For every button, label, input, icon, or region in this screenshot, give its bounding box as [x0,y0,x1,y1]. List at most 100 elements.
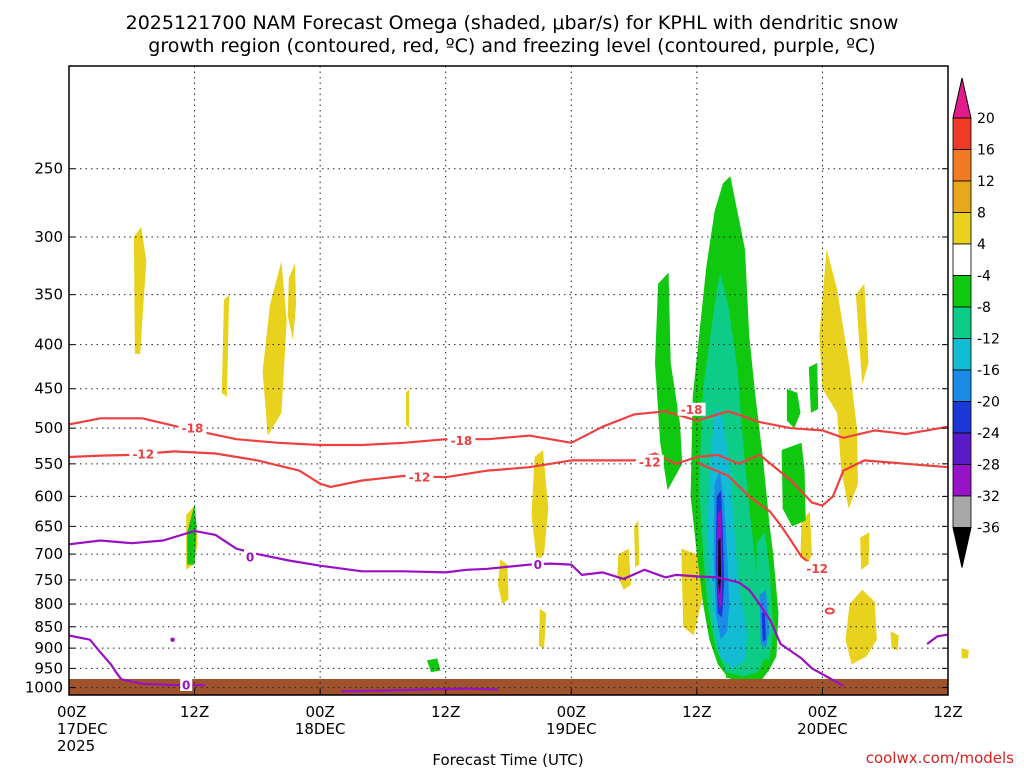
x-tick-label: 18DEC [295,720,346,738]
omega-positive-area [498,559,509,605]
colorbar-bin [952,243,972,276]
colorbar-bin [952,212,972,245]
omega-positive-area [961,648,969,659]
x-axis-label: Forecast Time (UTC) [432,751,583,768]
omega-positive-area [855,283,869,385]
colorbar-bin [952,180,972,213]
x-tick-label: 12Z [180,703,209,721]
colorbar-label: 8 [977,206,986,222]
omega-negative-area [761,611,766,642]
contour-label-bg [178,421,207,435]
omega-positive-area [890,631,899,651]
colorbar-bin [952,401,972,434]
contour-labels: -18 -18 -18 -12 -12 -12 -12 0 0 0 [129,402,832,692]
omega-positive-area [262,261,287,436]
contour-line [68,634,206,687]
colorbar-bin [952,275,972,308]
terrain-surface [69,679,948,695]
y-tick-label: 400 [34,336,63,354]
omega-negative-area [187,503,197,565]
y-tick-label: 550 [34,455,63,473]
omega-positive-area [681,548,704,636]
omega-positive-area [221,294,230,397]
x-tick-label: 17DEC [57,720,108,738]
y-tick-label: 850 [34,618,63,636]
omega-negative-area [786,388,801,429]
omega-negative-area [426,658,441,673]
y-tick-label: 750 [34,571,63,589]
colorbar-bin [952,306,972,339]
x-tick-label: 12Z [682,703,711,721]
y-tick-label: 300 [34,228,63,246]
x-tick-label: 20DEC [797,720,848,738]
x-tick-label: 00Z [808,703,837,721]
omega-field [133,176,969,682]
plot-frame [68,65,949,696]
colorbar-label: -32 [977,489,1000,505]
x-tick-label: 00Z [57,703,86,721]
omega-positive-area [531,450,549,562]
contour-line [824,607,835,615]
omega-positive-area [287,263,297,340]
colorbar-label: 12 [977,174,995,190]
colorbar-label: -12 [977,332,1000,348]
colorbar-top-cap [952,77,972,119]
contour-label: -12 [806,562,828,576]
x-tick-label: 12Z [933,703,962,721]
contour-label-bg [129,447,158,461]
omega-positive-area [819,249,858,509]
colorbar-bin [952,464,972,497]
contour-lines [68,410,949,693]
contour-label-bg [180,677,193,691]
x-tick-label: 19DEC [546,720,597,738]
omega-positive-area [617,548,631,590]
colorbar-label: -24 [977,426,1000,442]
colorbar-label: -20 [977,395,1000,411]
y-tick-label: 700 [34,545,63,563]
contour-label-bg [244,549,257,563]
contour-label: -18 [451,434,473,448]
chart-title-line1: 2025121700 NAM Forecast Omega (shaded, μ… [126,12,899,34]
credit-text: coolwx.com/models [866,749,1014,767]
colorbar-bottom-cap [952,527,972,568]
axes: 250 300 350 400 450 500 550 600 650 700 750 800 850 9… [25,160,963,755]
y-tick-label: 250 [34,160,63,178]
y-tick-label: 500 [34,419,63,437]
contour-label: 0 [182,678,190,692]
colorbar-label: 4 [977,237,986,253]
contour-line [170,637,175,642]
y-tick-label: 950 [34,659,63,677]
contour-line [696,461,813,566]
x-tick-label: 00Z [557,703,586,721]
omega-positive-area [406,388,410,429]
y-tick-label: 650 [34,517,63,535]
contour-label-bg [803,561,832,575]
y-tick-label: 600 [34,487,63,505]
omega-positive-area [800,511,812,565]
contour-line [68,529,844,687]
colorbar-label: -8 [977,300,991,316]
contour-label-bg [405,470,434,484]
contour-line [68,450,949,507]
colorbar-label: -16 [977,363,1000,379]
colorbar: 20 16 12 8 4 -4 -8 -12 -16 -20 -24 -28 -32 -36 [952,77,1000,568]
contour-label-bg [635,454,664,468]
contour-label: -12 [132,448,154,462]
x-tick-label: 12Z [431,703,460,721]
contour-label-bg [677,402,706,416]
omega-positive-area [634,520,640,568]
contour-label: -12 [409,471,431,485]
colorbar-bin [952,495,972,528]
y-tick-label: 1000 [25,679,63,697]
chart-title-line2: growth region (contoured, red, ºC) and f… [148,35,875,57]
colorbar-label: 20 [977,111,995,127]
x-tick-label: 2025 [57,737,95,755]
y-tick-label: 800 [34,595,63,613]
contour-label: -18 [182,422,204,436]
y-tick-label: 450 [34,380,63,398]
contour-line [926,633,949,645]
y-tick-label: 350 [34,286,63,304]
y-tick-label: 900 [34,639,63,657]
omega-positive-area [860,532,870,570]
colorbar-bin [952,369,972,402]
